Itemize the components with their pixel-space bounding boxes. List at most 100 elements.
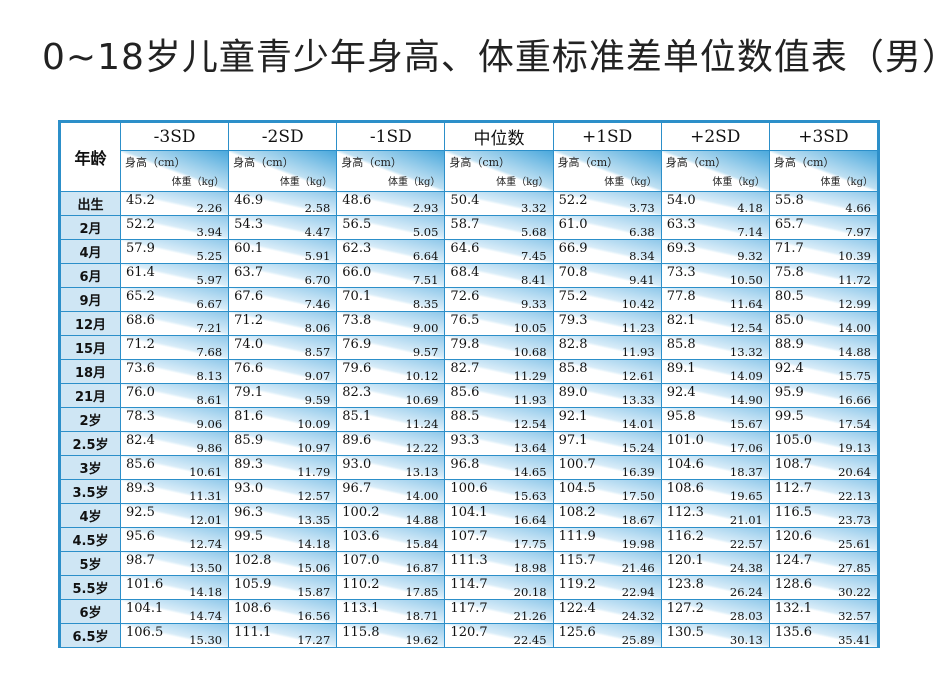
measurement-cell: 85.8 12.61 <box>552 359 662 384</box>
weight-value: 12.74 <box>189 537 223 551</box>
diagonal-split-decoration <box>121 408 228 431</box>
measurement-cell: 57.9 5.25 <box>119 239 230 264</box>
weight-value: 9.06 <box>196 417 223 431</box>
diagonal-split-decoration <box>229 480 336 503</box>
weight-value: 7.14 <box>737 225 763 239</box>
diagonal-split-decoration <box>554 216 661 239</box>
sd-column-header: 中位数 <box>444 122 554 151</box>
measurement-cell: 48.6 2.93 <box>336 191 446 216</box>
growth-table-container: 年龄 -3SD -2SD -1SD 中位数 +1SD +2SD +3SD 身高（… <box>58 120 880 648</box>
height-value: 72.6 <box>450 289 480 304</box>
weight-value: 8.57 <box>304 345 331 359</box>
weight-value: 25.89 <box>621 633 655 647</box>
height-value: 71.2 <box>234 313 264 328</box>
height-value: 117.7 <box>450 601 488 616</box>
height-value: 123.8 <box>666 577 704 592</box>
age-cell: 5岁 <box>60 551 121 576</box>
weight-value: 7.45 <box>520 249 547 263</box>
diagonal-split-decoration <box>770 576 877 599</box>
measurement-cell: 82.3 10.69 <box>336 383 446 408</box>
weight-unit-label: 体重（kg） <box>387 177 441 188</box>
weight-value: 16.56 <box>297 609 331 623</box>
measurement-cell: 85.8 13.32 <box>660 335 770 360</box>
height-value: 120.7 <box>450 625 488 640</box>
diagonal-split-decoration <box>337 624 444 647</box>
weight-value: 13.13 <box>405 465 439 479</box>
height-value: 110.2 <box>342 577 380 592</box>
weight-value: 32.57 <box>838 609 871 623</box>
height-value: 100.6 <box>450 481 488 496</box>
height-value: 81.6 <box>234 409 264 424</box>
height-value: 99.5 <box>234 529 264 544</box>
diagonal-split-decoration <box>337 384 444 407</box>
measurement-cell: 92.5 12.01 <box>119 503 230 528</box>
unit-header-cell: 身高（cm） 体重（kg） <box>660 150 770 192</box>
height-value: 130.5 <box>666 625 704 640</box>
table-row: 21月 76.0 8.61 79.1 9.59 82.3 10.69 85.6 11.93 89.… <box>60 383 879 408</box>
age-cell: 3.5岁 <box>60 479 121 504</box>
diagonal-split-decoration <box>229 192 336 215</box>
weight-value: 16.39 <box>621 465 655 479</box>
height-value: 98.7 <box>126 553 155 568</box>
measurement-cell: 104.1 14.74 <box>119 599 230 624</box>
diagonal-split-decoration <box>121 216 228 239</box>
weight-value: 14.18 <box>189 585 223 599</box>
age-cell: 15月 <box>60 335 121 360</box>
table-row: 4岁 92.5 12.01 96.3 13.35 100.2 14.88 104.1 16.64… <box>60 503 879 528</box>
measurement-cell: 107.0 16.87 <box>336 551 446 576</box>
height-unit-label: 身高（cm） <box>665 156 727 169</box>
table-row: 9月 65.2 6.67 67.6 7.46 70.1 8.35 72.6 9.33 75.2 10… <box>60 287 879 312</box>
measurement-cell: 66.0 7.51 <box>336 263 446 288</box>
weight-value: 17.27 <box>297 633 331 647</box>
age-cell: 6.5岁 <box>60 623 121 648</box>
diagonal-split-decoration <box>229 456 336 479</box>
weight-value: 7.21 <box>196 321 223 335</box>
measurement-cell: 61.0 6.38 <box>552 215 662 240</box>
measurement-cell: 72.6 9.33 <box>444 287 554 312</box>
height-value: 97.1 <box>558 433 588 448</box>
measurement-cell: 98.7 13.50 <box>119 551 230 576</box>
measurement-cell: 113.1 18.71 <box>336 599 446 624</box>
table-row: 3岁 85.6 10.61 89.3 11.79 93.0 13.13 96.8 14.65 10… <box>60 455 879 480</box>
diagonal-split-decoration <box>445 240 553 263</box>
diagonal-split-decoration <box>121 480 228 503</box>
diagonal-split-decoration <box>445 336 553 359</box>
height-value: 45.2 <box>126 193 155 208</box>
height-value: 92.4 <box>774 361 804 376</box>
measurement-cell: 67.6 7.46 <box>228 287 338 312</box>
diagonal-split-decoration <box>445 384 553 407</box>
diagonal-split-decoration <box>337 528 444 551</box>
height-value: 120.1 <box>666 553 704 568</box>
height-unit-label: 身高（cm） <box>449 156 511 169</box>
measurement-cell: 76.0 8.61 <box>119 383 230 408</box>
measurement-cell: 89.3 11.31 <box>119 479 230 504</box>
measurement-cell: 82.8 11.93 <box>552 335 662 360</box>
height-value: 120.6 <box>774 529 813 544</box>
height-value: 79.8 <box>450 337 480 352</box>
table-row: 2月 52.2 3.94 54.3 4.47 56.5 5.05 58.7 5.68 61.0 6.… <box>60 215 879 240</box>
measurement-cell: 64.6 7.45 <box>444 239 554 264</box>
diagonal-split-decoration <box>770 336 877 359</box>
age-cell: 18月 <box>60 359 121 384</box>
measurement-cell: 101.0 17.06 <box>660 431 770 456</box>
weight-value: 12.22 <box>405 441 439 455</box>
measurement-cell: 79.6 10.12 <box>336 359 446 384</box>
measurement-cell: 108.6 16.56 <box>228 599 338 624</box>
diagonal-split-decoration <box>770 312 877 335</box>
height-value: 76.0 <box>126 385 155 400</box>
diagonal-split-decoration <box>770 192 877 215</box>
diagonal-split-decoration <box>770 504 877 527</box>
diagonal-split-decoration <box>662 504 769 527</box>
measurement-cell: 71.7 10.39 <box>768 239 879 264</box>
diagonal-split-decoration <box>662 288 769 311</box>
diagonal-split-decoration <box>554 264 661 287</box>
weight-value: 10.61 <box>189 465 223 479</box>
measurement-cell: 82.4 9.86 <box>119 431 230 456</box>
measurement-cell: 62.3 6.64 <box>336 239 446 264</box>
diagonal-split-decoration <box>445 456 553 479</box>
diagonal-split-decoration <box>770 528 877 551</box>
measurement-cell: 115.8 19.62 <box>336 623 446 648</box>
weight-value: 14.01 <box>621 417 655 431</box>
height-value: 61.4 <box>126 265 155 280</box>
diagonal-split-decoration <box>337 240 444 263</box>
